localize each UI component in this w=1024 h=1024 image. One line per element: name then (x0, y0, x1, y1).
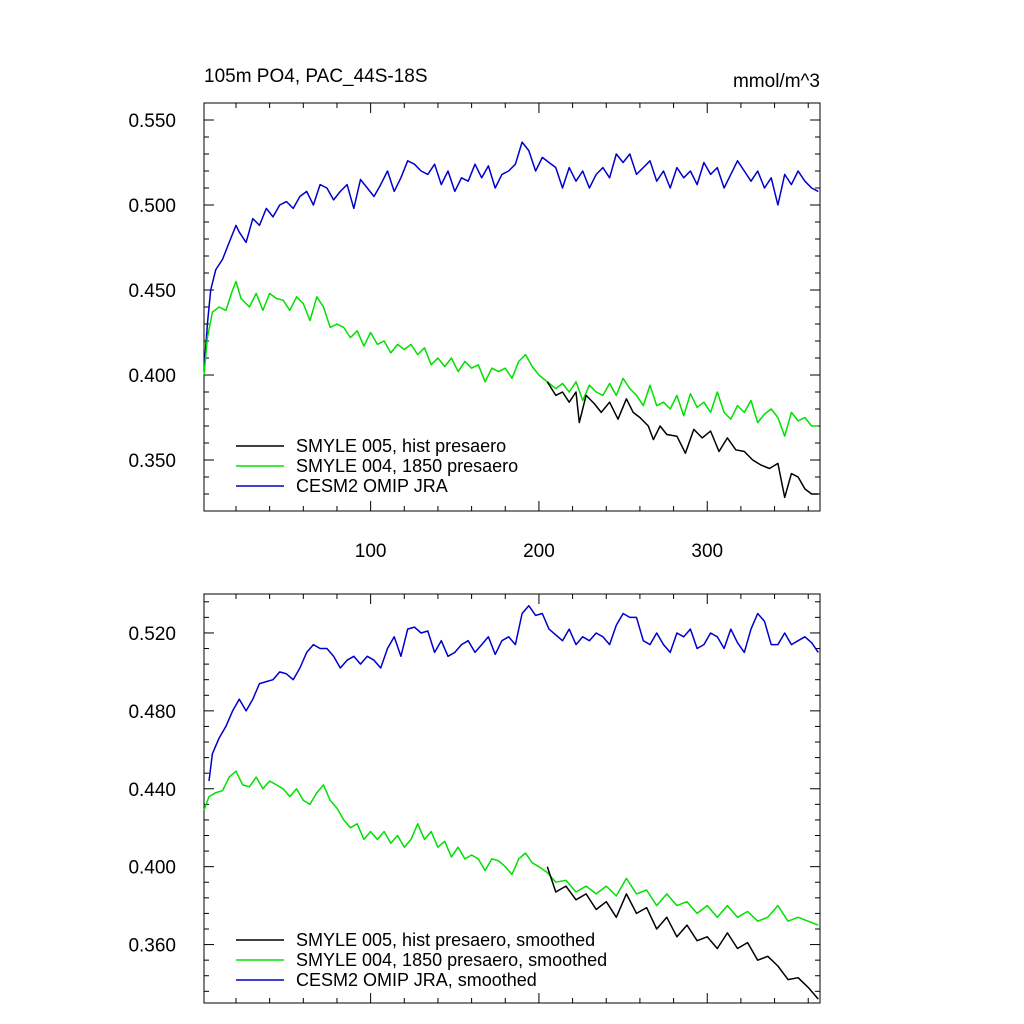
x-tick-label: 100 (355, 541, 387, 562)
y-tick-label: 0.360 (128, 936, 176, 957)
series-line-0 (546, 866, 819, 1000)
legend-label: CESM2 OMIP JRA (296, 476, 448, 496)
y-tick-label: 0.350 (128, 451, 176, 472)
series-line-1 (203, 770, 819, 926)
x-tick-label: 300 (691, 541, 723, 562)
series-line-1 (203, 280, 819, 437)
legend-label: SMYLE 004, 1850 presaero (296, 456, 518, 476)
y-tick-label: 0.400 (128, 366, 176, 387)
legend-label: SMYLE 005, hist presaero (296, 436, 506, 456)
units-label: mmol/m^3 (733, 71, 820, 92)
top-panel: 105m PO4, PAC_44S-18S mmol/m^3 100 200 300… (128, 66, 821, 562)
series-line-0 (546, 381, 819, 499)
plot-frame (203, 593, 821, 1004)
panel-title: 105m PO4, PAC_44S-18S (204, 66, 428, 87)
series-line-2 (203, 141, 819, 372)
series-line-2 (208, 604, 819, 782)
y-tick-label: 0.480 (128, 702, 176, 723)
legend-label: CESM2 OMIP JRA, smoothed (296, 970, 537, 990)
bottom-panel: 0.360 0.400 0.440 0.480 0.520 SMYLE 005, hist… (128, 593, 821, 1004)
legend-label: SMYLE 004, 1850 presaero, smoothed (296, 950, 607, 970)
y-tick-label: 0.520 (128, 624, 176, 645)
y-tick-label: 0.500 (128, 196, 176, 217)
y-tick-label: 0.400 (128, 858, 176, 879)
y-tick-label: 0.550 (128, 111, 176, 132)
y-tick-label: 0.440 (128, 780, 176, 801)
legend-label: SMYLE 005, hist presaero, smoothed (296, 930, 595, 950)
x-tick-label: 200 (523, 541, 555, 562)
y-tick-label: 0.450 (128, 281, 176, 302)
